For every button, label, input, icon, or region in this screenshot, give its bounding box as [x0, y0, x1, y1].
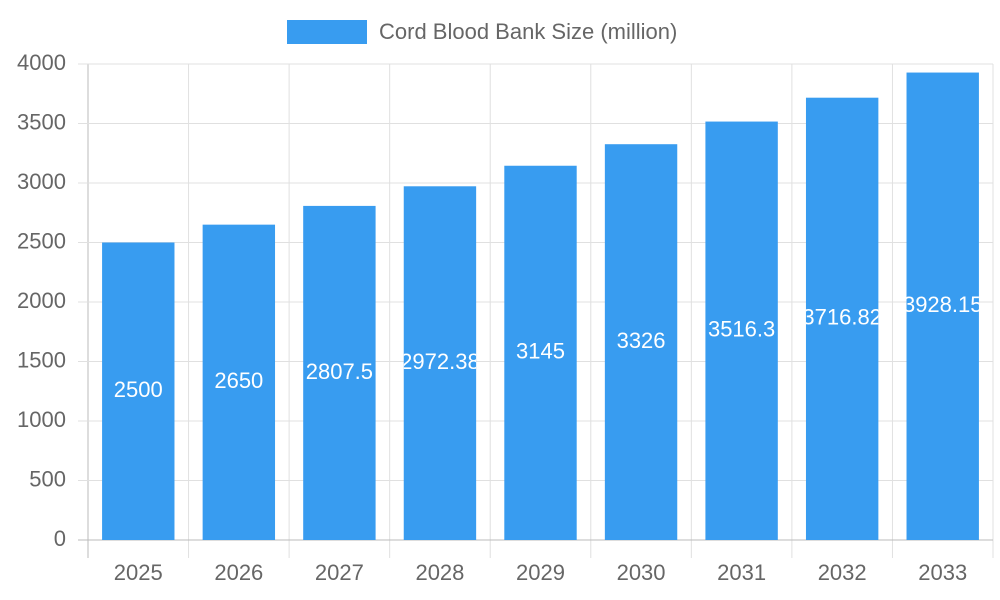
y-tick-label: 1500: [17, 347, 66, 372]
bar: [604, 144, 678, 540]
value-label: 2807.5: [306, 359, 373, 384]
value-label: 3716.82: [802, 305, 882, 330]
bar: [102, 242, 175, 540]
legend-label: Cord Blood Bank Size (million): [379, 19, 677, 44]
x-tick-label: 2029: [516, 560, 565, 585]
value-label: 2972.38: [400, 349, 480, 374]
y-tick-label: 4000: [17, 50, 66, 75]
value-label: 3326: [617, 328, 666, 353]
y-tick-label: 2000: [17, 288, 66, 313]
value-label: 3516.3: [708, 317, 775, 342]
bar: [403, 186, 477, 540]
x-tick-label: 2025: [114, 560, 163, 585]
x-tick-label: 2030: [617, 560, 666, 585]
y-tick-label: 3500: [17, 109, 66, 134]
value-label: 3928.15: [903, 292, 983, 317]
bar: [805, 97, 879, 540]
y-tick-label: 2500: [17, 228, 66, 253]
bar: [906, 72, 979, 541]
value-label: 2650: [214, 368, 263, 393]
x-tick-label: 2033: [918, 560, 967, 585]
y-tick-label: 3000: [17, 169, 66, 194]
y-tick-label: 500: [29, 466, 66, 491]
legend-swatch: [287, 20, 367, 44]
value-label: 2500: [114, 377, 163, 402]
bar: [202, 224, 276, 540]
y-tick-label: 0: [54, 526, 66, 551]
bar: [303, 205, 376, 540]
y-tick-label: 1000: [17, 407, 66, 432]
x-tick-label: 2031: [717, 560, 766, 585]
x-tick-label: 2026: [214, 560, 263, 585]
bar: [705, 121, 778, 540]
x-tick-label: 2027: [315, 560, 364, 585]
bar: [504, 165, 577, 540]
value-label: 3145: [516, 339, 565, 364]
x-tick-label: 2032: [818, 560, 867, 585]
x-tick-label: 2028: [415, 560, 464, 585]
